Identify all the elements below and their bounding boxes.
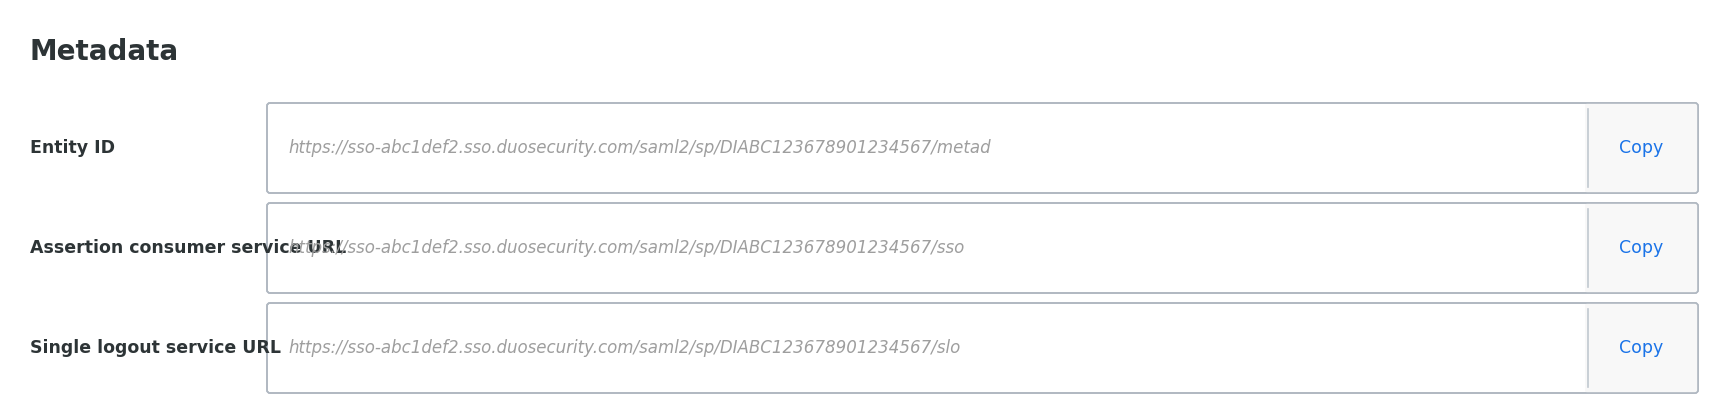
Text: Entity ID: Entity ID [29, 139, 116, 157]
Text: Single logout service URL: Single logout service URL [29, 339, 281, 357]
FancyBboxPatch shape [268, 303, 1698, 393]
Text: Copy: Copy [1619, 239, 1664, 257]
Text: https://sso-abc1def2.sso.duosecurity.com/saml2/sp/DIABC123678901234567/sso: https://sso-abc1def2.sso.duosecurity.com… [288, 239, 965, 257]
FancyBboxPatch shape [1584, 303, 1698, 393]
Text: Copy: Copy [1619, 339, 1664, 357]
FancyBboxPatch shape [268, 203, 1698, 293]
FancyBboxPatch shape [268, 103, 1698, 193]
Text: Metadata: Metadata [29, 38, 180, 66]
FancyBboxPatch shape [1584, 103, 1698, 193]
Text: https://sso-abc1def2.sso.duosecurity.com/saml2/sp/DIABC123678901234567/slo: https://sso-abc1def2.sso.duosecurity.com… [288, 339, 960, 357]
Text: Assertion consumer service URL: Assertion consumer service URL [29, 239, 347, 257]
Text: Copy: Copy [1619, 139, 1664, 157]
Text: https://sso-abc1def2.sso.duosecurity.com/saml2/sp/DIABC123678901234567/metad: https://sso-abc1def2.sso.duosecurity.com… [288, 139, 991, 157]
FancyBboxPatch shape [1584, 203, 1698, 293]
